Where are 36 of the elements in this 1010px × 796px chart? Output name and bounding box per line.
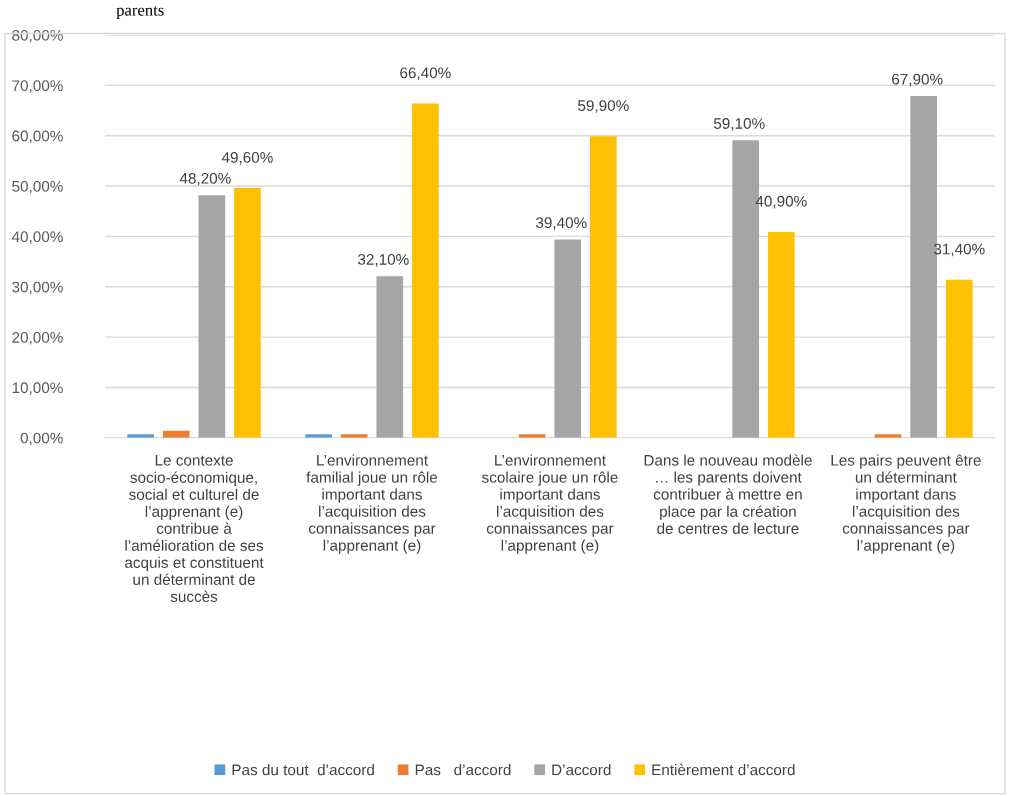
bar bbox=[554, 239, 582, 438]
y-tick-label: 60,00% bbox=[12, 130, 63, 144]
bar bbox=[589, 136, 617, 438]
legend-label: Entièrement d’accord bbox=[652, 763, 795, 776]
bar bbox=[767, 231, 795, 438]
y-tick-label: 40,00% bbox=[11, 231, 63, 244]
x-tick-label: Dans le nouveau modèle … les parents doivent contribuer à mettre en place par la création de centres de lecture bbox=[644, 454, 812, 534]
x-tick-label: L’environnement scolaire joue un rôle important dans l’acquisition des connaissances par l’apprenant (e) bbox=[482, 454, 618, 554]
x-tick-label: Les pairs peuvent être un déterminant important dans l’acquisition des connaissances par l’apprenant (e) bbox=[831, 454, 981, 554]
y-tick-label: 30,00% bbox=[12, 281, 63, 295]
y-tick-label: 70,00% bbox=[12, 80, 63, 93]
bar bbox=[376, 276, 404, 438]
y-tick-label: 0,00% bbox=[20, 432, 63, 446]
y-tick-label: 10,00% bbox=[12, 382, 63, 395]
bar bbox=[412, 103, 439, 438]
data-label: 48,20% bbox=[179, 172, 231, 186]
data-label: 40,90% bbox=[755, 195, 807, 209]
data-label: 67,90% bbox=[892, 73, 943, 87]
data-label: 39,40% bbox=[535, 217, 587, 230]
data-label: 59,90% bbox=[578, 100, 629, 113]
x-tick-label: L’environnement familial joue un rôle important dans l’acquisition des connaissances par l’apprenant (e) bbox=[306, 454, 438, 554]
category-label: Le contexte socio-économique, social et culturel de l’apprenant (e) contribue à l’amélioration de ses acquis et constituent un déterminant de succès bbox=[125, 455, 264, 602]
y-tick-label: 50,00% bbox=[12, 180, 63, 194]
data-label: 49,60% bbox=[221, 152, 273, 165]
data-label: 66,40% bbox=[400, 67, 451, 81]
bar bbox=[198, 195, 226, 438]
bar bbox=[234, 188, 261, 438]
bar bbox=[945, 279, 973, 438]
text: parents bbox=[116, 6, 164, 20]
legend-label: Pas du tout d’accord bbox=[232, 764, 374, 776]
data-label: 32,10% bbox=[357, 254, 409, 267]
legend-label: D’accord bbox=[552, 764, 611, 776]
data-label: 59,10% bbox=[713, 118, 765, 131]
legend-label: Pas d’accord bbox=[415, 764, 511, 776]
data-label: 31,40% bbox=[933, 243, 985, 257]
y-tick-label: 20,00% bbox=[12, 331, 63, 345]
